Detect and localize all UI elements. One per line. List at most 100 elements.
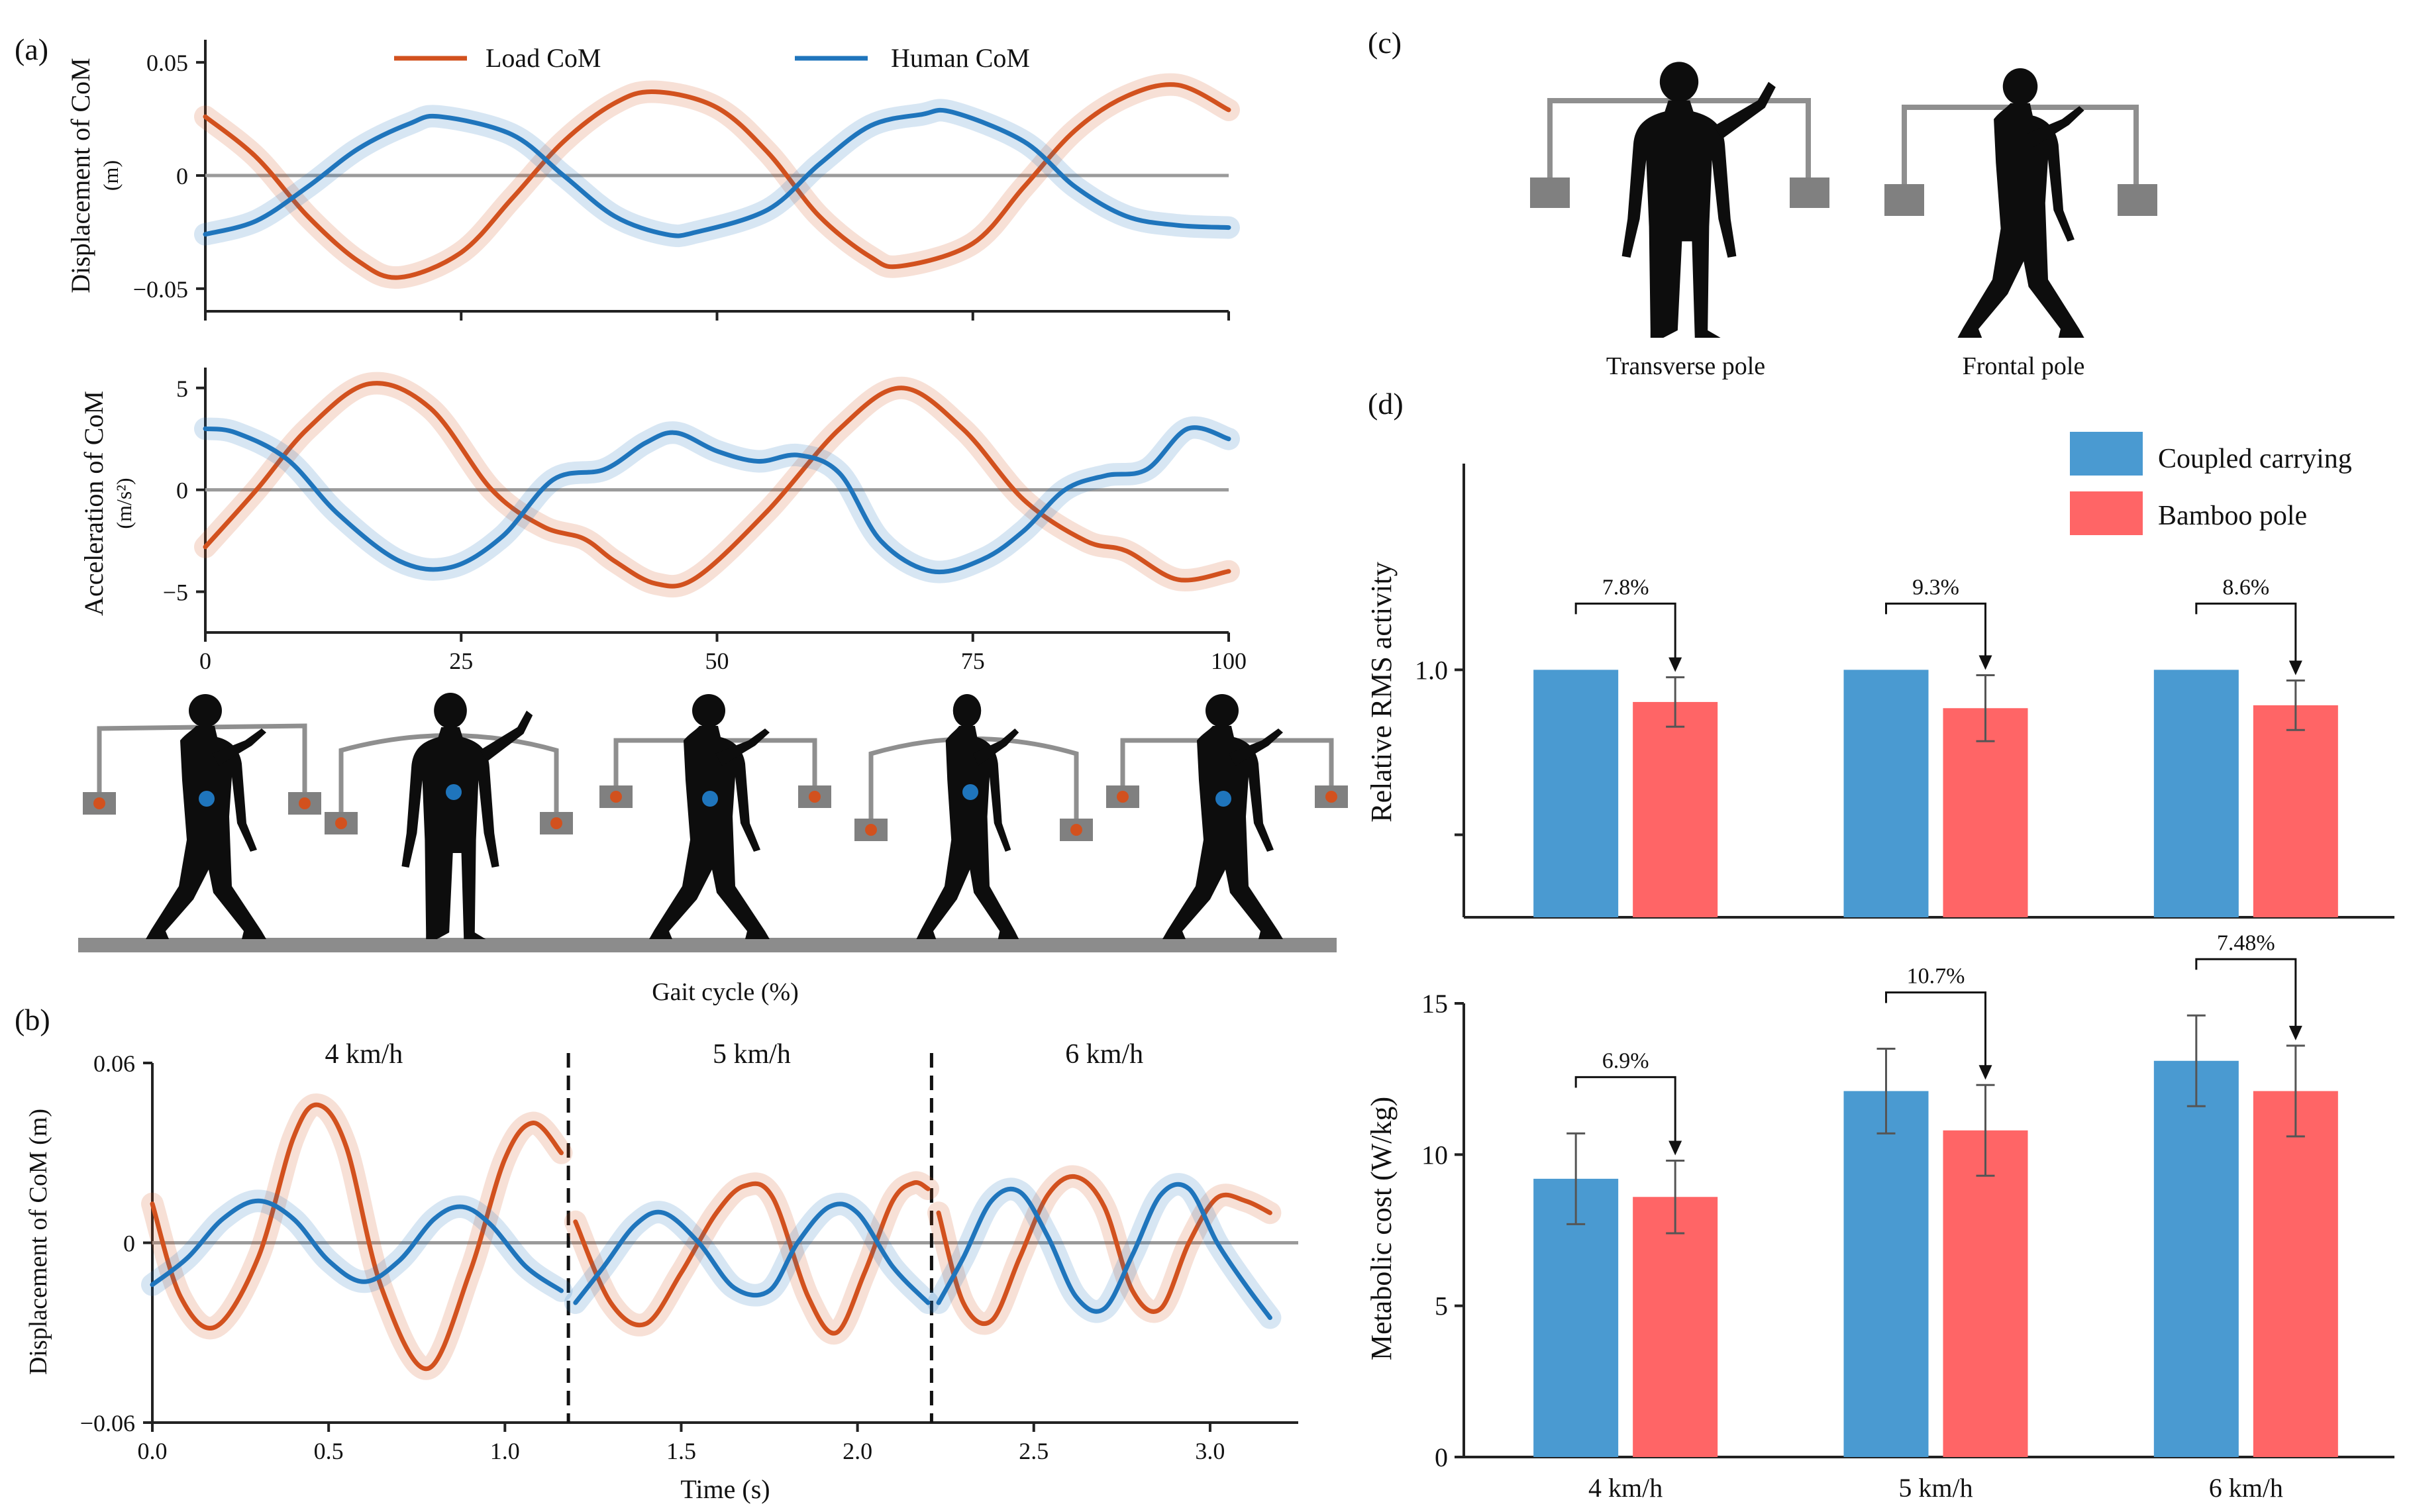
legend-load-label: Load CoM xyxy=(486,43,601,73)
bar-bamboo xyxy=(1633,701,1718,917)
legend-human-label: Human CoM xyxy=(891,43,1030,73)
x-tick-label: 75 xyxy=(961,648,985,674)
bar-bamboo xyxy=(2253,1091,2338,1457)
speed-label: 6 km/h xyxy=(1065,1039,1143,1070)
difference-label: 8.6% xyxy=(2222,575,2269,599)
bar-coupled xyxy=(1533,1178,1619,1457)
x-axis-label: Time (s) xyxy=(680,1474,770,1504)
difference-arrow xyxy=(1978,1065,1992,1080)
difference-arrow xyxy=(1668,1140,1682,1156)
y-tick-label: 0 xyxy=(1435,1442,1448,1472)
x-tick-label: 0.0 xyxy=(138,1438,168,1464)
panel-d: (d) Coupled carrying Bamboo pole 1.0 7.8%… xyxy=(1365,387,2394,1503)
gait-phase-2 xyxy=(325,693,573,939)
bar-coupled xyxy=(2153,670,2239,917)
load-com-line xyxy=(203,82,1231,280)
x-tick-label: 2.5 xyxy=(1019,1438,1049,1464)
load-com-seg2-line xyxy=(573,1180,931,1336)
x-tick-label: 0 xyxy=(199,648,211,674)
y-axis-label: Displacement of CoM xyxy=(66,58,95,293)
y-tick-label: 0 xyxy=(176,163,188,189)
y-tick-label: −0.06 xyxy=(80,1410,135,1436)
legend-a: Load CoM Human CoM xyxy=(394,43,1030,73)
human-com-line xyxy=(203,107,1231,238)
chart-b: 0.06 0 −0.060.0 0.5 1.0 1.5 2.0 2.5 3.0 4 km/h 5 k… xyxy=(25,1039,1298,1504)
difference-label: 9.3% xyxy=(1912,575,1959,599)
gait-phase-1 xyxy=(83,694,321,939)
legend-coupled-label: Coupled carrying xyxy=(2158,444,2352,474)
difference-label: 7.8% xyxy=(1602,575,1649,599)
bar-bamboo xyxy=(2253,705,2338,917)
difference-bracket xyxy=(1574,1076,1676,1144)
difference-label: 6.9% xyxy=(1602,1048,1649,1073)
y-tick-label: 0 xyxy=(123,1231,135,1257)
difference-bracket xyxy=(1885,991,1986,1068)
legend-bamboo-label: Bamboo pole xyxy=(2158,501,2307,531)
transverse-pole-label: Transverse pole xyxy=(1606,352,1765,380)
ground-bar xyxy=(78,938,1337,952)
gait-phase-5 xyxy=(1106,694,1348,939)
x-tick-label: 1.5 xyxy=(666,1438,696,1464)
human-com-seg3-line xyxy=(936,1182,1272,1321)
human-com-seg2-band xyxy=(564,1192,940,1314)
difference-label: 10.7% xyxy=(1907,964,1965,989)
y-tick-label: 0.05 xyxy=(146,50,188,76)
y-tick-label: 5 xyxy=(176,376,188,402)
y-tick-label: −0.05 xyxy=(133,276,188,303)
y-axis-unit: (m) xyxy=(99,160,123,191)
legend-d: Coupled carrying Bamboo pole xyxy=(2070,432,2352,535)
y-tick-label: 0 xyxy=(176,478,188,504)
y-axis-unit: (m/s²) xyxy=(112,478,136,529)
chart-d-metabolic: 0 5 10 15 6.9% 4 km/h 10.7% 5 km/h 7.48% 6 km/h Me… xyxy=(1365,931,2394,1503)
x-tick-label: 100 xyxy=(1211,648,1247,674)
difference-arrow xyxy=(2288,660,2302,676)
gait-xlabel: Gait cycle (%) xyxy=(652,978,799,1006)
speed-label: 5 km/h xyxy=(713,1039,791,1070)
human-com-seg1-line xyxy=(150,1198,564,1293)
bar-coupled xyxy=(2153,1060,2239,1457)
speed-label: 4 km/h xyxy=(325,1039,403,1070)
x-tick-label: 50 xyxy=(705,648,729,674)
load-com-seg3-line xyxy=(936,1174,1272,1326)
y-axis-label: Relative RMS activity xyxy=(1365,562,1398,823)
x-tick-label: 2.0 xyxy=(843,1438,872,1464)
bar-coupled xyxy=(1843,670,1929,917)
gait-phase-3 xyxy=(599,694,831,939)
bar-bamboo xyxy=(1633,1197,1718,1457)
difference-arrow xyxy=(1978,655,1992,670)
difference-arrow xyxy=(1668,657,1682,672)
human-com-line xyxy=(203,425,1231,575)
legend-coupled-swatch xyxy=(2070,432,2143,476)
category-label: 5 km/h xyxy=(1898,1473,1973,1503)
chart-a-displacement: 0.05 0 −0.05 Displacement of CoM (m) xyxy=(66,40,1240,321)
x-tick-label: 3.0 xyxy=(1195,1438,1225,1464)
y-tick-label: −5 xyxy=(163,579,188,605)
chart-d-rms: 1.0 7.8% 9.3% 8.6% Relative RMS activity xyxy=(1365,464,2394,919)
panel-a: (a) Load CoM Human CoM 0.05 0 −0.05 Displac… xyxy=(15,32,1348,1006)
panel-label-b: (b) xyxy=(15,1003,50,1036)
panel-label-a: (a) xyxy=(15,32,48,66)
difference-label: 7.48% xyxy=(2217,931,2275,955)
difference-bracket xyxy=(2195,958,2297,1029)
bar-coupled xyxy=(1533,670,1619,917)
bar-bamboo xyxy=(1943,708,2028,917)
y-axis-label: Acceleration of CoM xyxy=(79,391,109,616)
y-tick-label: 1.0 xyxy=(1415,655,1448,685)
panel-label-d: (d) xyxy=(1368,387,1404,421)
gait-phase-4 xyxy=(854,694,1093,939)
difference-bracket xyxy=(1885,602,1986,658)
panel-label-c: (c) xyxy=(1368,26,1402,60)
panel-b: (b) 0.06 0 −0.060.0 0.5 1.0 1.5 2.0 2.5 3.0 4 km/… xyxy=(15,1003,1298,1504)
frontal-pole-illustration xyxy=(1884,68,2157,338)
gait-illustration xyxy=(78,693,1348,952)
difference-bracket xyxy=(2195,602,2297,664)
y-axis-label: Metabolic cost (W/kg) xyxy=(1365,1097,1398,1360)
bar-coupled xyxy=(1843,1091,1929,1457)
x-tick-label: 1.0 xyxy=(490,1438,520,1464)
x-tick-label: 25 xyxy=(449,648,473,674)
transverse-pole-illustration xyxy=(1530,62,1829,338)
difference-arrow xyxy=(2288,1025,2302,1040)
load-com-line xyxy=(203,381,1231,589)
